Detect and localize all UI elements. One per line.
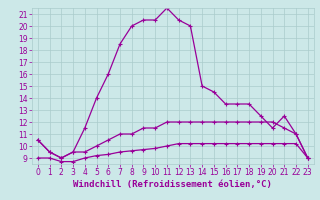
X-axis label: Windchill (Refroidissement éolien,°C): Windchill (Refroidissement éolien,°C) — [73, 180, 272, 189]
